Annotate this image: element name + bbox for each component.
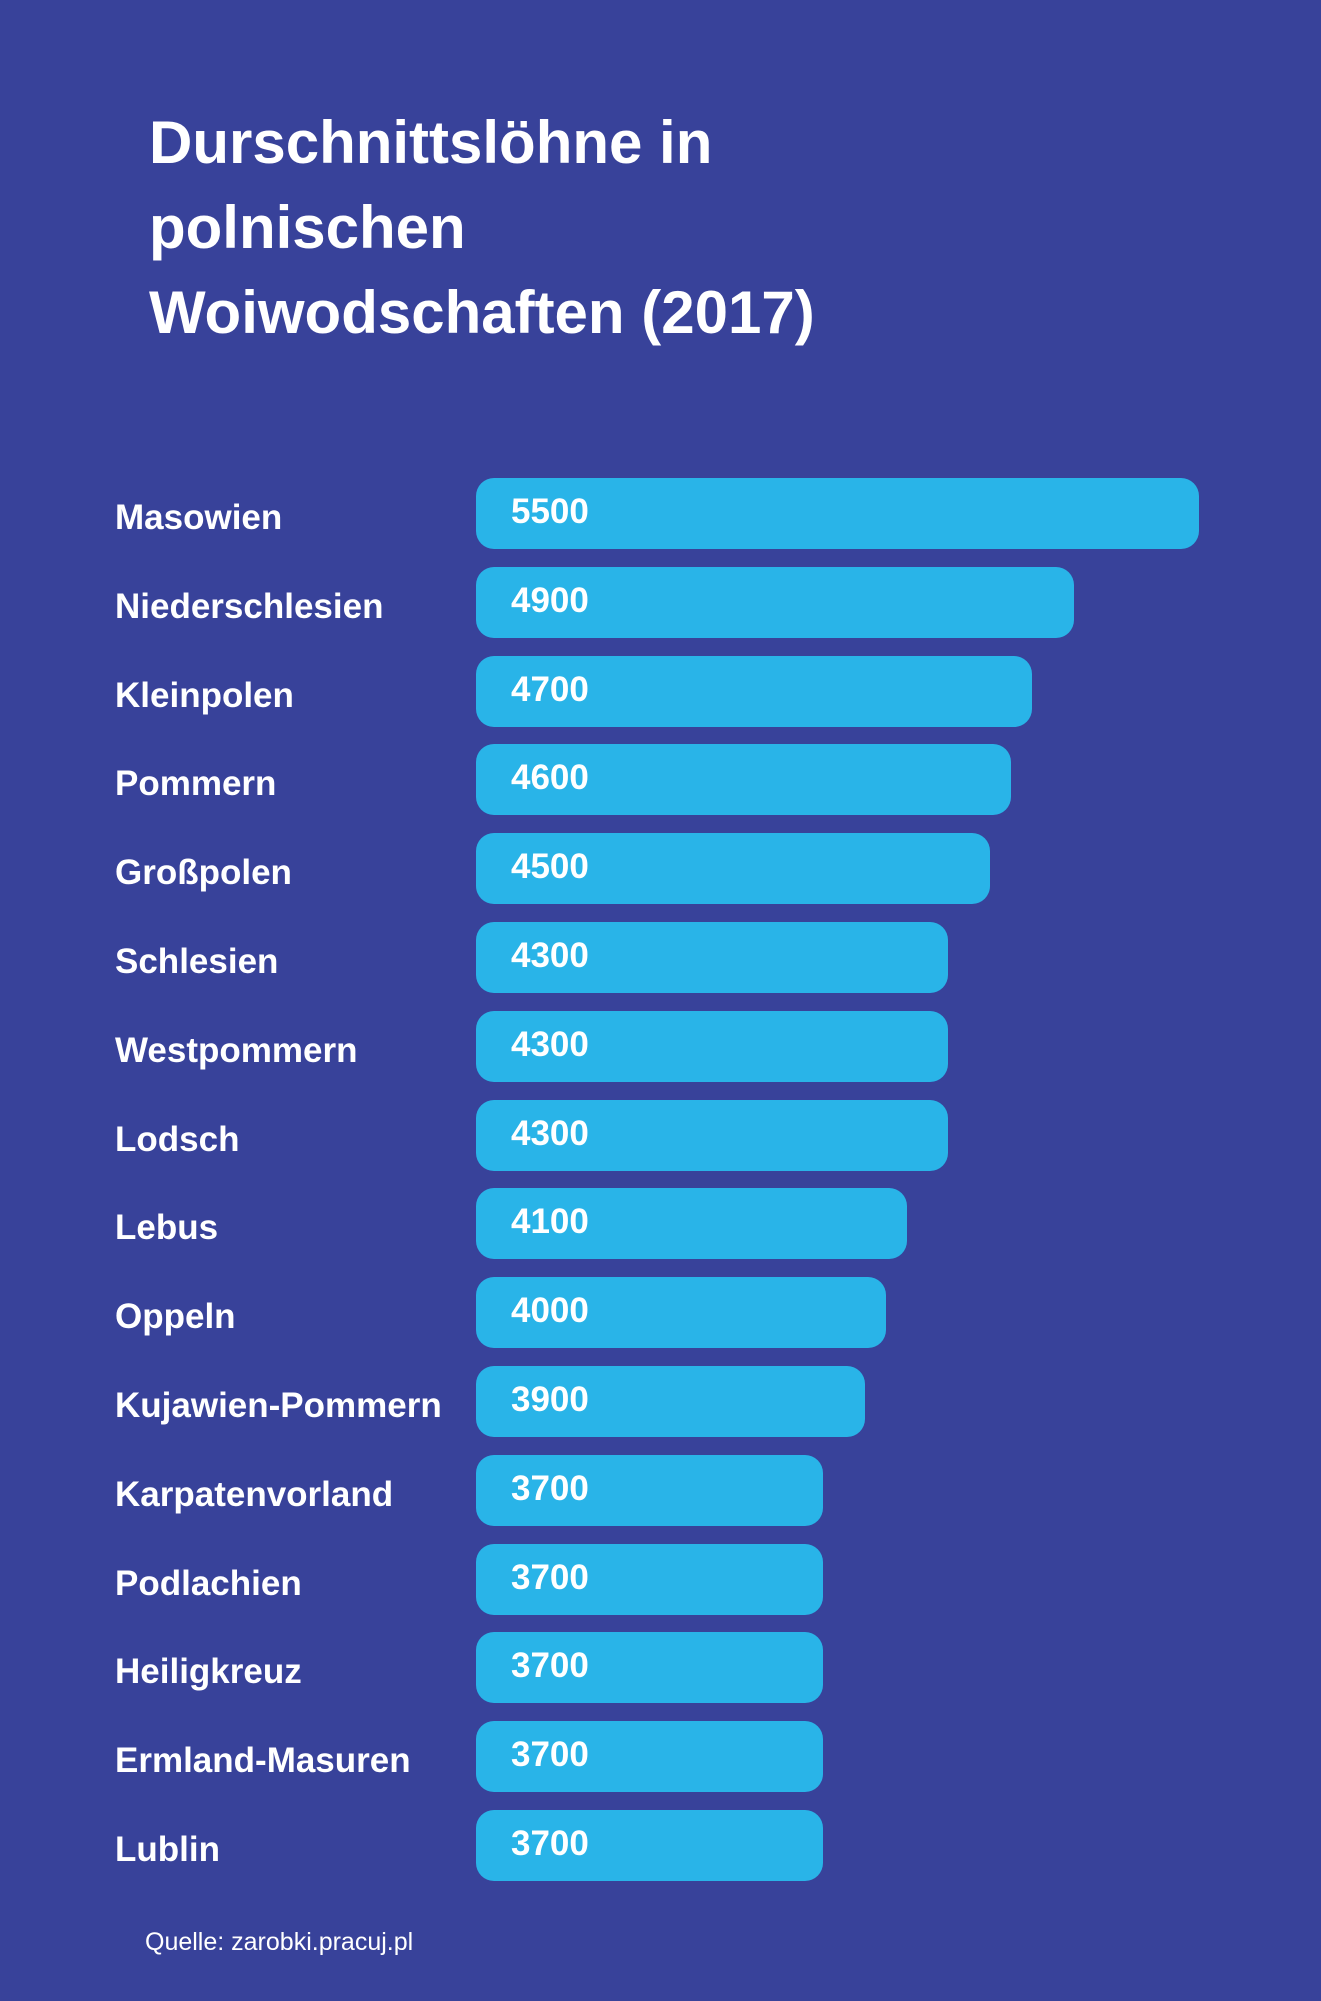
value-label: 4300 [511, 1024, 589, 1064]
category-label: Lodsch [115, 1119, 240, 1159]
bar [476, 1010, 949, 1082]
category-label: Lublin [115, 1830, 220, 1869]
value-label: 4100 [511, 1202, 589, 1242]
value-label: 3900 [511, 1380, 589, 1419]
value-label: 4600 [511, 758, 589, 798]
category-label: Kujawien-Pommern [115, 1386, 442, 1425]
bar [476, 744, 1011, 816]
bar [476, 1277, 886, 1349]
bar [476, 1721, 823, 1793]
bar [476, 1188, 907, 1260]
category-label: Ermland-Masuren [115, 1741, 411, 1781]
bar [476, 655, 1032, 727]
value-label: 3700 [511, 1468, 589, 1508]
value-label: 3700 [511, 1735, 589, 1775]
category-label: Podlachien [115, 1563, 302, 1603]
bar [476, 478, 1199, 549]
value-label: 3700 [511, 1646, 589, 1686]
category-label: Schlesien [115, 942, 279, 981]
value-label: 4900 [511, 580, 589, 620]
bar [476, 1366, 865, 1437]
chart-title: Durschnittslöhne in polnischen Woiwodsch… [149, 109, 815, 346]
bar [476, 922, 949, 993]
value-label: 3700 [511, 1557, 589, 1597]
value-label: 5500 [511, 492, 589, 531]
category-label: Westpommern [115, 1030, 358, 1070]
bar [476, 1543, 823, 1615]
value-label: 4700 [511, 669, 589, 709]
source: Quelle: zarobki.pracuj.pl [145, 1928, 414, 1956]
value-label: 4000 [511, 1291, 589, 1331]
value-label: 4300 [511, 936, 589, 975]
category-label: Lebus [115, 1208, 219, 1248]
value-label: 3700 [511, 1824, 589, 1863]
bar [476, 1810, 823, 1881]
value-label: 4300 [511, 1113, 589, 1153]
bar [476, 1454, 823, 1526]
bar [476, 1099, 949, 1171]
value-label: 4500 [511, 847, 589, 887]
category-label: Heiligkreuz [115, 1652, 302, 1692]
category-label: Niederschlesien [115, 586, 384, 626]
category-label: Oppeln [115, 1297, 236, 1337]
bar [476, 566, 1074, 638]
category-label: Kleinpolen [115, 675, 294, 715]
category-label: Pommern [115, 764, 277, 804]
category-label: Großpolen [115, 853, 292, 893]
category-label: Masowien [115, 498, 283, 537]
category-label: Karpatenvorland [115, 1474, 394, 1514]
bar [476, 1632, 823, 1704]
bar [476, 833, 991, 905]
